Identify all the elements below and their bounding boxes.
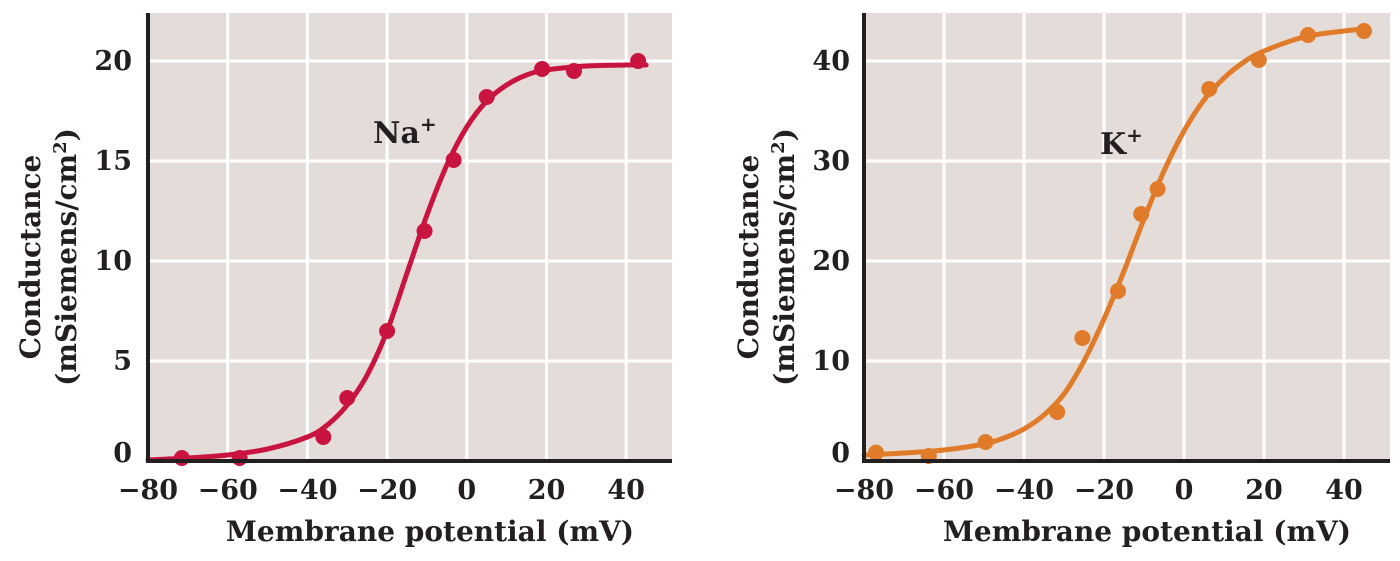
x-tick-label: −60 — [198, 475, 258, 506]
data-point — [1110, 283, 1126, 299]
x-tick-label: −80 — [118, 475, 178, 506]
y-tick-label: 30 — [812, 146, 850, 177]
x-tick-label: 20 — [1245, 475, 1283, 506]
y-axis-title-line1: Conductance — [732, 155, 765, 360]
y-axis-unit-text: (mSiemens/cm — [50, 154, 83, 386]
x-tick-label: −20 — [357, 475, 417, 506]
data-point — [868, 444, 884, 461]
x-axis-title: Membrane potential (mV) — [943, 515, 1351, 548]
k-conductance-chart: −80 −60 −40 −20 0 20 40 0 10 20 30 40 Membrane pot… — [732, 13, 1390, 548]
x-tick-label: 0 — [1175, 475, 1194, 506]
data-point — [1201, 81, 1218, 97]
y-tick-label: 20 — [812, 246, 850, 277]
y-axis-unit-close: ) — [50, 128, 83, 141]
data-point — [977, 434, 994, 450]
data-point — [565, 63, 582, 79]
grid-lines — [148, 13, 672, 461]
k-series-label: K+ — [1100, 123, 1143, 162]
data-point — [478, 89, 495, 105]
y-tick-label: 15 — [94, 146, 132, 177]
na-series-label: Na+ — [373, 112, 437, 151]
na-conductance-chart: −80 −60 −40 −20 0 20 40 0 5 10 15 20 Membrane pote… — [14, 13, 672, 548]
na-label-text: Na — [373, 116, 420, 151]
data-point — [173, 450, 190, 466]
data-point — [231, 450, 248, 466]
x-tick-label: −60 — [914, 475, 974, 506]
y-axis-title-line2: (mSiemens/cm2) — [768, 128, 801, 386]
data-point — [416, 223, 433, 239]
data-point — [1250, 52, 1267, 68]
y-axis-unit-text: (mSiemens/cm — [768, 154, 801, 386]
x-tick-label: 20 — [528, 475, 566, 506]
y-tick-label: 5 — [113, 346, 132, 377]
data-point — [1049, 404, 1066, 420]
y-tick-labels: 0 10 20 30 40 — [812, 46, 850, 469]
y-axis-title-line2: (mSiemens/cm2) — [50, 128, 83, 386]
y-tick-label: 0 — [831, 438, 850, 469]
data-point — [1074, 330, 1091, 346]
data-point — [315, 429, 332, 445]
y-tick-label: 40 — [812, 46, 850, 77]
plot-background — [864, 13, 1390, 461]
data-point — [1300, 27, 1316, 43]
data-point — [534, 61, 551, 77]
y-tick-labels: 0 5 10 15 20 — [94, 46, 132, 469]
x-tick-labels: −80 −60 −40 −20 0 20 40 — [118, 475, 645, 506]
data-point — [379, 323, 396, 339]
x-tick-label: −40 — [994, 475, 1054, 506]
x-tick-labels: −80 −60 −40 −20 0 20 40 — [834, 475, 1363, 506]
y-tick-label: 20 — [94, 46, 132, 77]
data-point — [445, 152, 462, 168]
y-axis-title-line1: Conductance — [14, 155, 47, 360]
y-axis-unit-close: ) — [768, 128, 801, 141]
k-label-text: K — [1100, 127, 1127, 162]
k-label-charge: + — [1126, 123, 1143, 147]
y-axis-unit-superscript: 2 — [768, 141, 789, 154]
data-point — [339, 390, 356, 406]
x-tick-label: −40 — [277, 475, 337, 506]
data-point — [1356, 23, 1372, 39]
data-point — [1149, 181, 1166, 197]
na-data-points — [173, 53, 647, 466]
y-tick-label: 0 — [113, 438, 132, 469]
y-tick-label: 10 — [812, 346, 850, 377]
na-label-charge: + — [420, 112, 437, 136]
y-tick-label: 10 — [94, 246, 132, 277]
x-tick-label: 40 — [1325, 475, 1363, 506]
x-tick-label: 40 — [607, 475, 645, 506]
x-tick-label: 0 — [457, 475, 476, 506]
x-tick-label: −20 — [1074, 475, 1134, 506]
x-tick-label: −80 — [834, 475, 894, 506]
x-axis-title: Membrane potential (mV) — [226, 515, 634, 548]
plot-background — [148, 13, 672, 461]
data-point — [1133, 206, 1150, 222]
data-point — [630, 53, 647, 69]
y-axis-unit-superscript: 2 — [50, 141, 71, 154]
